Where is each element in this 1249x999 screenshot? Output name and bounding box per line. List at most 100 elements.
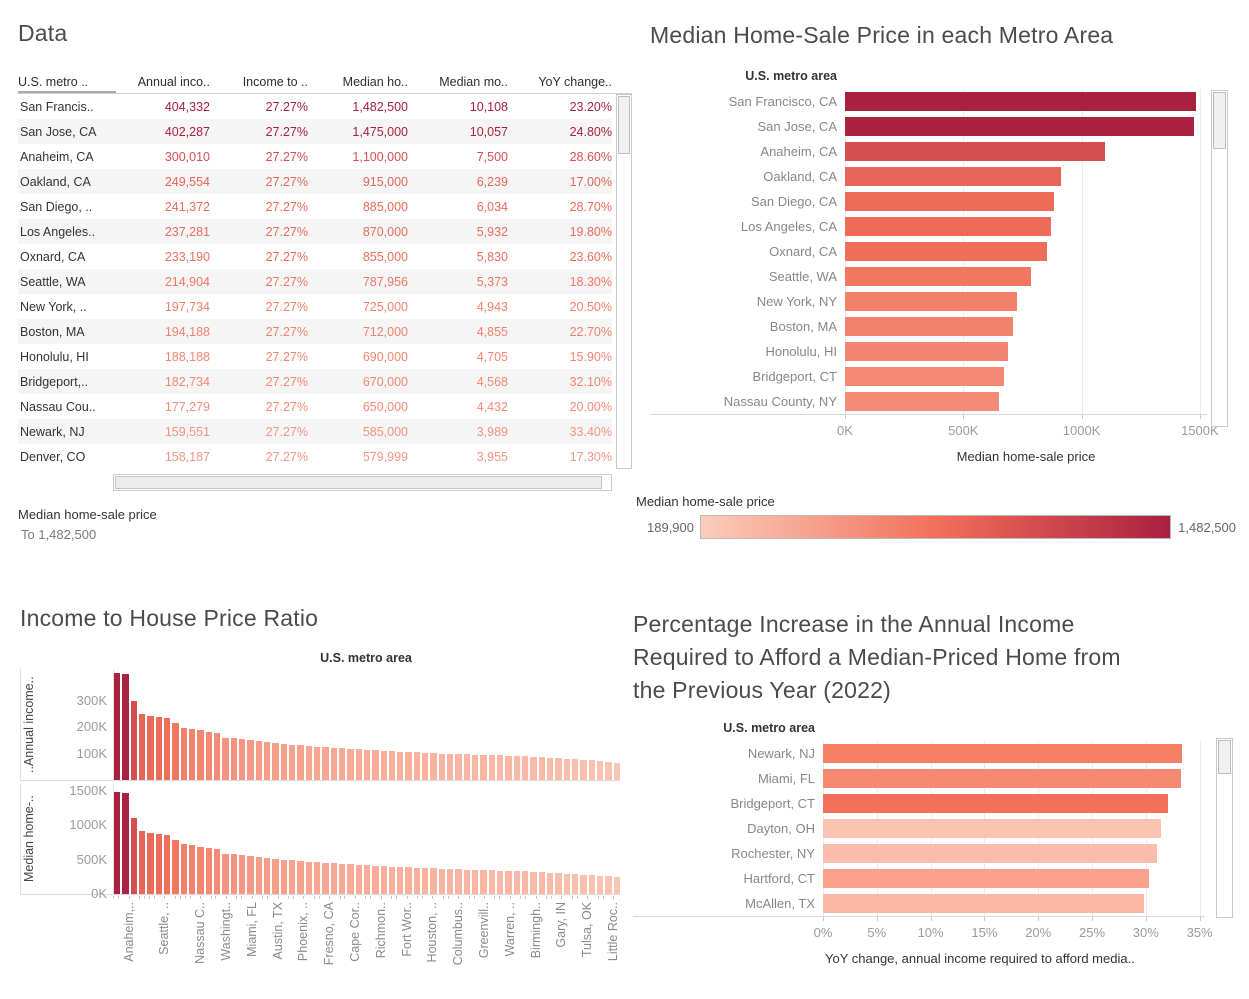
bar[interactable]: [823, 894, 1144, 913]
x-tick-label[interactable]: Birmingh..: [528, 902, 543, 959]
bar[interactable]: [430, 868, 437, 894]
price-chart-scrollbar-thumb[interactable]: [1213, 92, 1226, 149]
bar[interactable]: [480, 870, 487, 894]
bar-category-label[interactable]: Newark, NJ: [747, 746, 815, 761]
bar[interactable]: [845, 217, 1051, 236]
bar[interactable]: [845, 117, 1194, 136]
bar[interactable]: [413, 867, 421, 894]
bar[interactable]: [845, 192, 1055, 211]
bar[interactable]: [222, 853, 229, 894]
bar-category-label[interactable]: San Diego, CA: [751, 194, 837, 209]
bar[interactable]: [605, 761, 612, 780]
table-row[interactable]: San Diego, .. 241,372 27.27% 885,000 6,034 28…: [18, 194, 612, 219]
bar-category-label[interactable]: Oakland, CA: [763, 169, 837, 184]
column-header-1[interactable]: U.S. metro ..: [18, 75, 116, 93]
bar[interactable]: [845, 342, 1009, 361]
bar-category-label[interactable]: Nassau County, NY: [723, 394, 837, 409]
bar[interactable]: [130, 700, 137, 780]
bar[interactable]: [180, 727, 187, 780]
bar[interactable]: [823, 794, 1169, 813]
bar[interactable]: [397, 867, 404, 894]
bar[interactable]: [155, 834, 162, 894]
bar[interactable]: [155, 717, 162, 780]
bar[interactable]: [422, 867, 429, 894]
x-tick-label[interactable]: Richmon..: [373, 902, 388, 959]
bar-category-label[interactable]: Anaheim, CA: [760, 144, 837, 159]
bar[interactable]: [347, 864, 354, 894]
bar[interactable]: [122, 792, 129, 894]
bar[interactable]: [522, 871, 529, 894]
table-row[interactable]: San Jose, CA 402,287 27.27% 1,475,000 10,057…: [18, 119, 612, 144]
bar[interactable]: [845, 392, 999, 411]
bar[interactable]: [563, 873, 571, 894]
x-tick-label[interactable]: Seattle, ..: [157, 902, 172, 955]
bar[interactable]: [530, 756, 537, 780]
bar[interactable]: [213, 849, 221, 894]
bar[interactable]: [823, 819, 1161, 838]
bar[interactable]: [413, 752, 421, 780]
bar[interactable]: [455, 869, 462, 894]
bar[interactable]: [845, 317, 1014, 336]
x-tick-label[interactable]: Little Roc..: [606, 902, 621, 962]
bar[interactable]: [513, 755, 521, 780]
bar[interactable]: [305, 746, 312, 780]
bar-category-label[interactable]: Boston, MA: [769, 319, 837, 334]
bar[interactable]: [447, 869, 454, 894]
bar[interactable]: [322, 747, 329, 780]
table-row[interactable]: Honolulu, HI 188,188 27.27% 690,000 4,705 15.…: [18, 344, 612, 369]
bar[interactable]: [163, 718, 171, 780]
table-row[interactable]: Denver, CO 158,187 27.27% 579,999 3,955 17.30…: [18, 444, 612, 469]
bar[interactable]: [823, 844, 1157, 863]
bar-category-label[interactable]: Hartford, CT: [743, 871, 815, 886]
yoy-chart-scrollbar[interactable]: [1216, 738, 1233, 918]
bar[interactable]: [505, 870, 512, 894]
bar-category-label[interactable]: New York, NY: [756, 294, 837, 309]
bar[interactable]: [330, 747, 337, 780]
bar[interactable]: [588, 760, 596, 780]
bar[interactable]: [430, 753, 437, 780]
bar-category-label[interactable]: Honolulu, HI: [765, 344, 837, 359]
bar[interactable]: [347, 748, 354, 780]
bar[interactable]: [322, 862, 329, 894]
bar[interactable]: [222, 737, 229, 780]
table-row[interactable]: San Francis.. 404,332 27.27% 1,482,500 10,10…: [18, 94, 612, 119]
bar[interactable]: [597, 760, 604, 780]
bar[interactable]: [297, 861, 304, 894]
bar[interactable]: [572, 759, 579, 780]
bar[interactable]: [522, 756, 529, 780]
bar[interactable]: [422, 752, 429, 780]
table-row[interactable]: Boston, MA 194,188 27.27% 712,000 4,855 22.70…: [18, 319, 612, 344]
bar[interactable]: [380, 866, 387, 894]
bar[interactable]: [197, 730, 204, 780]
bar[interactable]: [138, 831, 146, 894]
bar[interactable]: [247, 856, 254, 894]
bar[interactable]: [355, 864, 362, 894]
bar[interactable]: [472, 869, 479, 894]
column-header-3[interactable]: Income to ..: [242, 75, 308, 89]
x-tick-label[interactable]: Washingt..: [218, 902, 233, 961]
bar[interactable]: [255, 741, 262, 780]
price-chart-scrollbar[interactable]: [1211, 90, 1228, 427]
bar[interactable]: [605, 876, 612, 894]
column-header-2[interactable]: Annual inco..: [137, 75, 210, 89]
bar[interactable]: [147, 716, 154, 780]
x-tick-label[interactable]: Tulsa, OK: [580, 902, 595, 958]
bar[interactable]: [313, 862, 321, 894]
bar-category-label[interactable]: Rochester, NY: [731, 846, 815, 861]
column-header-6[interactable]: YoY change..: [538, 75, 612, 89]
table-row[interactable]: Nassau Cou.. 177,279 27.27% 650,000 4,432 20.…: [18, 394, 612, 419]
bar[interactable]: [513, 871, 521, 894]
table-row[interactable]: Bridgeport,.. 182,734 27.27% 670,000 4,568 32…: [18, 369, 612, 394]
bar[interactable]: [272, 743, 279, 780]
x-tick-label[interactable]: Columbus..: [451, 902, 466, 966]
bar[interactable]: [845, 292, 1017, 311]
yoy-chart-scrollbar-thumb[interactable]: [1218, 740, 1231, 774]
bar[interactable]: [497, 870, 504, 894]
bar[interactable]: [463, 869, 471, 894]
table-horizontal-scrollbar-thumb[interactable]: [115, 476, 602, 489]
bar[interactable]: [288, 744, 296, 780]
bar[interactable]: [823, 769, 1182, 788]
bar[interactable]: [463, 754, 471, 780]
bar[interactable]: [845, 142, 1106, 161]
x-tick-label[interactable]: Miami, FL: [244, 902, 259, 957]
